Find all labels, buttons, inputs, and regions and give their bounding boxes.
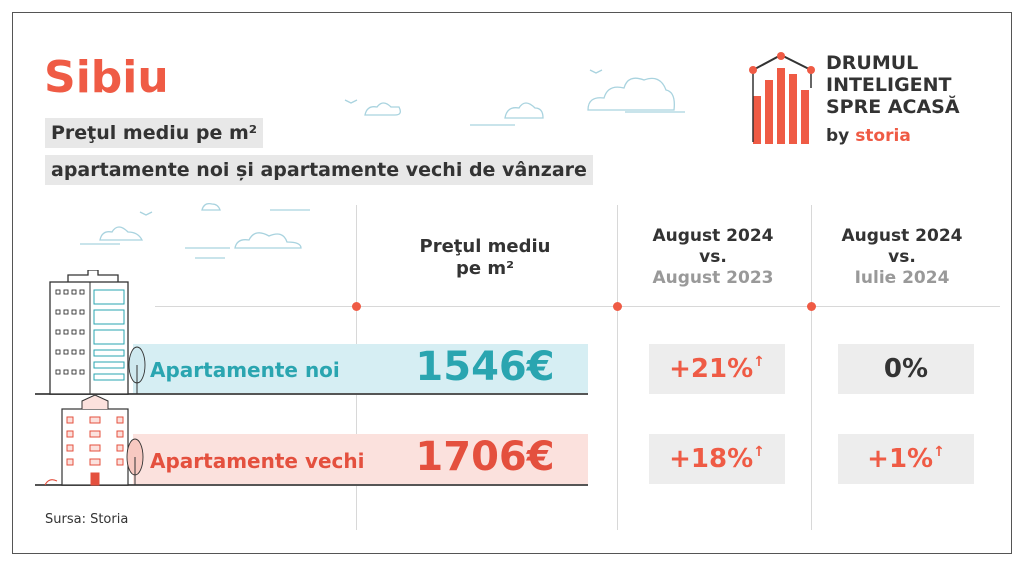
header-price: Preţul mediu pe m² [390, 236, 580, 280]
logo-line1: DRUMUL [826, 52, 919, 74]
divider-dot [807, 302, 816, 311]
subtitle-line2: apartamente noi și apartamente vechi de … [45, 155, 593, 185]
logo-byline: by storia [826, 126, 911, 146]
row-label-old: Apartamente vechi [150, 449, 365, 473]
row-band-old [133, 434, 588, 484]
header-yoy-line2: vs. [699, 247, 727, 267]
arrow-up-icon: ↑ [753, 354, 765, 370]
header-mom-line2: vs. [888, 247, 916, 267]
divider-dot [613, 302, 622, 311]
yoy-value-new: +21% [669, 354, 754, 384]
mom-value-old: +1% [867, 444, 934, 474]
header-price-line2: pe m² [456, 258, 514, 279]
logo-line3: SPRE ACASĂ [826, 96, 960, 118]
logo-text: DRUMUL INTELIGENT SPRE ACASĂ [826, 52, 960, 118]
yoy-badge-new: +21% ↑ [649, 344, 785, 394]
header-price-line1: Preţul mediu [419, 236, 551, 257]
frame [12, 12, 1012, 554]
row-label-new: Apartamente noi [150, 358, 340, 382]
header-mom-line1: August 2024 [841, 226, 963, 246]
header-divider [155, 306, 1000, 307]
header-yoy: August 2024 vs. August 2023 [630, 226, 796, 289]
column-divider [811, 205, 812, 530]
logo-by: by [826, 126, 850, 146]
subtitle-line1: Preţul mediu pe m² [45, 118, 264, 148]
city-title: Sibiu [44, 52, 169, 103]
new-building-icon [49, 270, 146, 395]
price-new: 1546€ [415, 344, 555, 390]
source-note: Sursa: Storia [45, 512, 129, 527]
old-building-icon [44, 395, 144, 486]
price-old: 1706€ [415, 434, 555, 480]
logo-brand: storia [855, 126, 911, 146]
header-mom: August 2024 vs. Iulie 2024 [820, 226, 984, 289]
yoy-value-old: +18% [669, 444, 754, 474]
ground-line [35, 393, 588, 395]
mom-badge-new: 0% [838, 344, 974, 394]
logo-line2: INTELIGENT [826, 74, 952, 96]
divider-dot [352, 302, 361, 311]
logo-chart-icon [749, 52, 815, 144]
row-band-new [133, 344, 588, 394]
column-divider [617, 205, 618, 530]
yoy-badge-old: +18% ↑ [649, 434, 785, 484]
header-yoy-line1: August 2024 [652, 226, 774, 246]
header-yoy-line3: August 2023 [652, 268, 774, 288]
mom-badge-old: +1% ↑ [838, 434, 974, 484]
mom-value-new: 0% [883, 354, 929, 384]
ground-line [35, 484, 588, 486]
header-mom-line3: Iulie 2024 [854, 268, 950, 288]
arrow-up-icon: ↑ [753, 444, 765, 460]
arrow-up-icon: ↑ [933, 444, 945, 460]
